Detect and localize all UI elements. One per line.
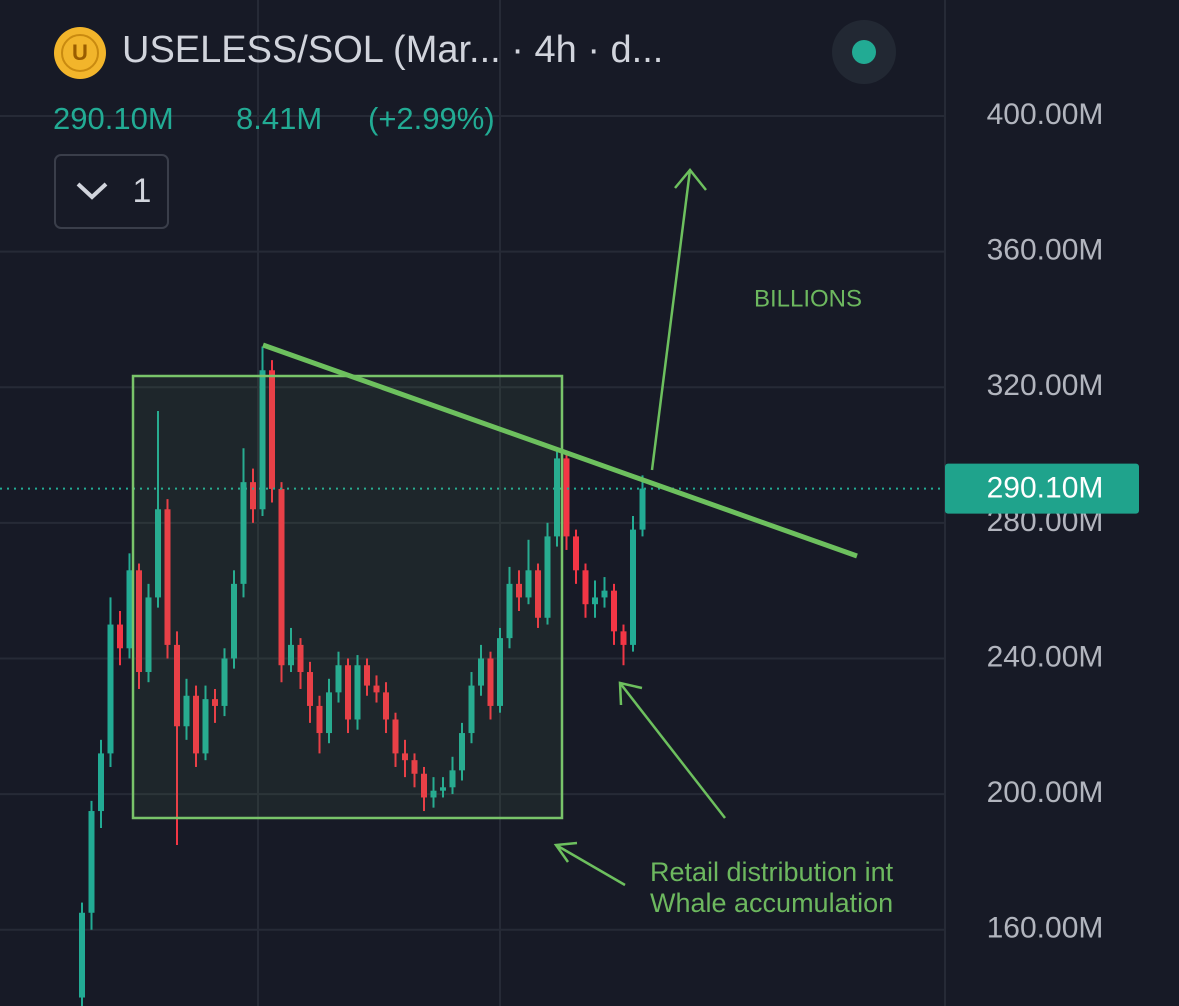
candle-body	[354, 665, 361, 720]
candle-body	[601, 590, 608, 598]
candle-body	[554, 458, 560, 537]
candle-body	[421, 773, 427, 798]
candle-body	[335, 665, 342, 693]
candle-body	[383, 692, 389, 720]
header-change-pct: (+2.99%)	[368, 101, 495, 136]
candle-body	[326, 692, 332, 734]
candle-body	[98, 753, 104, 812]
candle-body	[288, 644, 294, 666]
candle-body	[535, 570, 541, 618]
candle-body	[573, 536, 579, 571]
arrows	[553, 168, 726, 887]
y-tick-label: 160.00M	[987, 912, 1104, 945]
candle-body	[487, 658, 494, 706]
candles	[0, 346, 945, 1006]
candle-body	[516, 583, 522, 598]
candle-body	[449, 770, 456, 788]
candle-body	[639, 488, 646, 530]
annotation: BILLIONS	[754, 285, 862, 312]
y-tick-label: 360.00M	[987, 234, 1104, 267]
candle-body	[582, 570, 589, 605]
y-tick-label: 320.00M	[987, 369, 1104, 402]
arrow-to-low	[619, 682, 726, 819]
candle-body	[440, 787, 446, 791]
candle-body	[117, 624, 123, 649]
symbol-title: USELESS/SOL (Mar... · 4h · d...	[122, 29, 663, 71]
trend-line	[262, 342, 858, 559]
arrow-head	[618, 681, 643, 706]
interval-button[interactable]	[54, 154, 169, 229]
candle-body	[345, 665, 351, 720]
token-icon-letter: U	[72, 40, 88, 65]
candle-body	[411, 760, 418, 774]
candle-body	[155, 509, 161, 598]
arrow-head	[674, 168, 707, 191]
candle-body	[497, 638, 503, 706]
y-tick-label: 240.00M	[987, 640, 1104, 673]
candle-body	[231, 583, 237, 659]
y-tick-label: 200.00M	[987, 776, 1104, 809]
candle-body	[259, 370, 266, 510]
candle-body	[79, 912, 85, 998]
candle-body	[250, 482, 256, 510]
candle-body	[278, 488, 285, 666]
last-price-label: 290.10M	[987, 472, 1104, 505]
candle-body	[212, 699, 218, 706]
candle-body	[183, 695, 190, 727]
interval-count: 1	[133, 172, 152, 210]
header-change: 8.41M	[236, 101, 322, 136]
arrow-up	[650, 169, 692, 471]
chevron-icon	[76, 182, 108, 200]
candle-body	[468, 685, 475, 734]
candle-body	[174, 644, 180, 727]
candle-body	[136, 570, 142, 673]
candle-body	[478, 658, 484, 686]
annotation: Retail distribution int	[650, 857, 894, 887]
candle-body	[525, 570, 532, 598]
status-dot	[852, 40, 876, 64]
candle-body	[373, 685, 380, 693]
last-price-tag	[945, 463, 1139, 514]
candle-body	[364, 665, 370, 686]
arrow-to-box	[555, 843, 626, 887]
candle-body	[221, 658, 228, 706]
candle-body	[126, 570, 133, 649]
candle-body	[611, 590, 617, 632]
candle-body	[459, 733, 465, 771]
candle-body	[506, 583, 513, 639]
annotation: Whale accumulation	[650, 888, 893, 918]
y-axis: 160.00M200.00M240.00M280.00M320.00M360.0…	[945, 98, 1139, 945]
candle-body	[269, 370, 275, 489]
arrow-head	[553, 841, 578, 863]
candle-body	[392, 719, 399, 754]
candle-body	[164, 509, 171, 645]
drawings: BILLIONS Retail distribution int Whale a…	[131, 168, 894, 918]
candle-body	[630, 529, 636, 645]
candle-body	[402, 753, 408, 761]
candle-body	[307, 672, 313, 706]
candle-body	[145, 597, 152, 673]
candle-body	[430, 790, 437, 798]
token-icon-ring	[61, 34, 99, 72]
candle-body	[297, 644, 304, 673]
candle-body	[88, 811, 95, 913]
header-price: 290.10M	[53, 101, 174, 136]
candle-body	[544, 536, 551, 618]
candle-body	[193, 695, 199, 754]
candle-body	[240, 482, 247, 584]
candle-body	[107, 624, 114, 754]
candle-body	[202, 699, 209, 754]
candle-body	[316, 705, 323, 734]
header: U USELESS/SOL (Mar... · 4h · d... 290.10…	[53, 20, 896, 229]
candle-body	[592, 597, 598, 605]
y-tick-label: 400.00M	[987, 98, 1104, 131]
candle-body	[563, 458, 570, 537]
range-box	[131, 374, 564, 820]
candle-body	[620, 631, 627, 645]
